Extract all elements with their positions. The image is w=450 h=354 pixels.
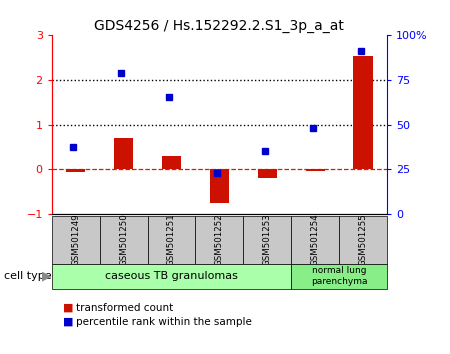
Text: GSM501249: GSM501249 (71, 213, 80, 266)
Bar (52, 216, 99, 264)
Bar (339, 216, 387, 264)
Bar (99, 216, 148, 264)
Text: caseous TB granulomas: caseous TB granulomas (105, 271, 238, 281)
Text: GSM501250: GSM501250 (119, 213, 128, 266)
Text: ■: ■ (63, 303, 73, 313)
Text: GSM501252: GSM501252 (215, 213, 224, 266)
Bar (148, 216, 195, 264)
Bar (195, 216, 243, 264)
Text: ■: ■ (63, 317, 73, 327)
Bar (306, 170, 325, 171)
Text: normal lung
parenchyma: normal lung parenchyma (311, 267, 367, 286)
Text: percentile rank within the sample: percentile rank within the sample (76, 317, 252, 327)
Bar (114, 138, 133, 170)
Bar (354, 56, 373, 170)
Text: transformed count: transformed count (76, 303, 174, 313)
Bar (162, 156, 181, 170)
Title: GDS4256 / Hs.152292.2.S1_3p_a_at: GDS4256 / Hs.152292.2.S1_3p_a_at (94, 19, 344, 33)
Bar (52, 264, 291, 289)
Text: GSM501254: GSM501254 (310, 213, 320, 266)
Text: cell type: cell type (4, 271, 52, 281)
Text: GSM501255: GSM501255 (359, 213, 368, 266)
Bar (210, 170, 229, 203)
Bar (258, 170, 277, 178)
Text: GSM501251: GSM501251 (167, 213, 176, 266)
Text: GSM501253: GSM501253 (263, 213, 272, 266)
Bar (291, 264, 387, 289)
Text: ▶: ▶ (42, 270, 52, 282)
Bar (291, 216, 339, 264)
Bar (243, 216, 291, 264)
Bar (66, 170, 86, 172)
